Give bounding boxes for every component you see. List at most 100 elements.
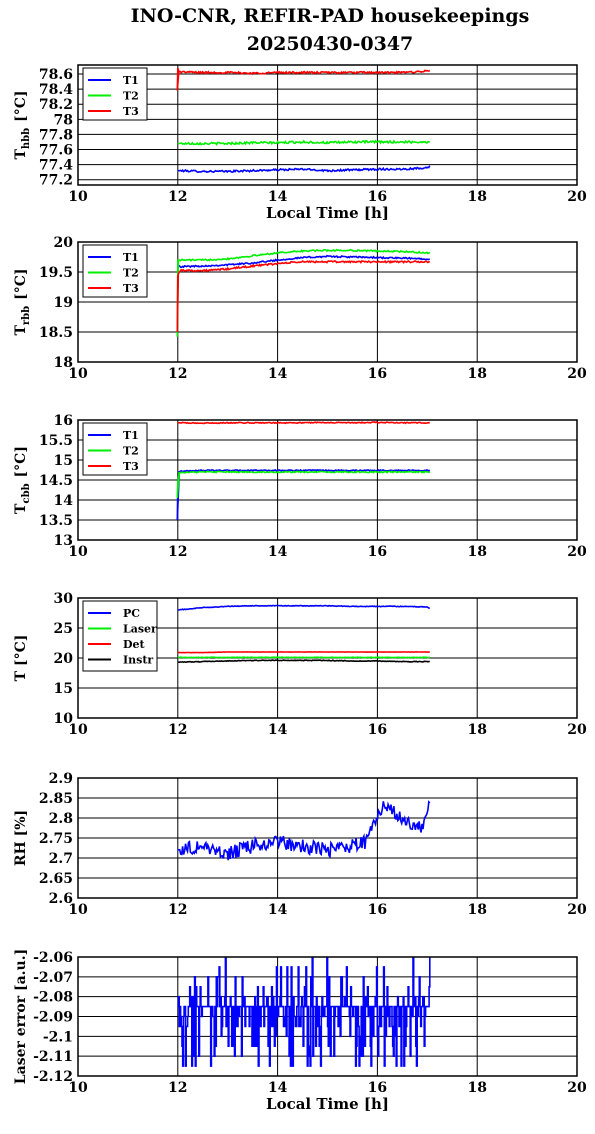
chart-panel-2: 10 12 14 16 18 20 18 18.5 19 19.5 20 T1 T2 T3 Trbb [°C] xyxy=(13,235,587,382)
y-axis-label-unit: [°C] xyxy=(13,268,29,299)
legend-label: T3 xyxy=(123,460,139,473)
series-line-det xyxy=(177,651,430,654)
legend: T1 T2 T3 xyxy=(82,422,148,476)
series-line-main xyxy=(177,800,431,861)
legend-label: Det xyxy=(123,638,146,651)
y-tick-label: 2.6 xyxy=(49,891,73,907)
y-tick-label: 2.75 xyxy=(39,831,73,847)
series-line-instr xyxy=(177,659,430,664)
y-tick-label: 2.8 xyxy=(49,811,73,827)
y-ticks: -2.12 -2.11 -2.1 -2.09 -2.08 -2.07 -2.06 xyxy=(33,950,73,1085)
y-axis-label-unit: [°C] xyxy=(13,90,29,121)
y-tick-label: 16 xyxy=(54,413,73,429)
x-axis-label: Local Time [h] xyxy=(266,204,389,222)
y-axis-label: Tcbb [°C] xyxy=(13,446,32,514)
series-line-t1 xyxy=(176,468,431,521)
y-tick-label: 18.5 xyxy=(39,325,73,341)
x-tick-label: 18 xyxy=(467,722,486,738)
x-ticks: 10 12 14 16 18 20 xyxy=(68,902,587,918)
series-line-t3 xyxy=(176,67,431,91)
x-tick-label: 18 xyxy=(467,366,486,382)
y-tick-label: 78 xyxy=(54,112,73,128)
x-tick-label: 10 xyxy=(68,366,88,382)
legend: T1 T2 T3 xyxy=(82,67,148,121)
x-tick-label: 16 xyxy=(368,189,387,205)
y-axis-label-sub: rbb xyxy=(21,306,32,325)
y-axis-label: RH [%] xyxy=(13,810,29,866)
y-tick-label: 19.5 xyxy=(39,265,73,281)
x-tick-label: 18 xyxy=(467,1080,486,1096)
legend-label: T2 xyxy=(123,267,139,280)
x-tick-label: 16 xyxy=(368,902,387,918)
x-tick-label: 14 xyxy=(268,902,288,918)
x-ticks: 10 12 14 16 18 20 xyxy=(68,366,587,382)
x-tick-label: 12 xyxy=(168,544,187,560)
y-tick-label: 13.5 xyxy=(39,513,73,529)
y-tick-label: 2.9 xyxy=(49,771,73,787)
x-tick-label: 18 xyxy=(467,902,486,918)
x-ticks: 10 12 14 16 18 20 xyxy=(68,189,587,205)
series-line-t1 xyxy=(177,165,431,174)
y-axis-label-sub: cbb xyxy=(21,483,32,503)
x-ticks: 10 12 14 16 18 20 xyxy=(68,1080,587,1096)
legend-label: T3 xyxy=(123,282,139,295)
y-tick-label: 77.4 xyxy=(39,158,73,174)
y-tick-label: 18 xyxy=(54,355,73,371)
x-ticks: 10 12 14 16 18 20 xyxy=(68,544,587,560)
chart-panel-1: 10 12 14 16 18 20 77.277.477.677.87878.278.478… xyxy=(13,64,587,222)
y-axis-label-sub: hbb xyxy=(21,128,32,149)
y-tick-label: 2.65 xyxy=(39,871,73,887)
y-tick-label: -2.12 xyxy=(33,1069,73,1085)
y-tick-label: 20 xyxy=(54,651,74,667)
x-tick-label: 16 xyxy=(368,1080,387,1096)
y-tick-label: 15 xyxy=(54,453,73,469)
legend: PC Laser Det Instr xyxy=(82,600,158,672)
x-tick-label: 10 xyxy=(68,902,88,918)
legend-label: Laser xyxy=(123,623,157,636)
y-tick-label: 78.4 xyxy=(39,82,73,98)
legend-label: T3 xyxy=(123,105,139,118)
y-tick-label: 30 xyxy=(54,591,74,607)
y-tick-label: 19 xyxy=(54,295,73,311)
y-axis-label: Trbb [°C] xyxy=(13,268,32,335)
x-tick-label: 16 xyxy=(368,722,387,738)
x-tick-label: 16 xyxy=(368,366,387,382)
legend-label: T2 xyxy=(123,90,139,103)
y-tick-label: -2.06 xyxy=(33,950,73,966)
x-tick-label: 12 xyxy=(168,1080,187,1096)
x-tick-label: 12 xyxy=(168,189,187,205)
legend-label: PC xyxy=(123,607,140,620)
y-tick-label: 14.5 xyxy=(39,473,73,489)
y-tick-label: -2.08 xyxy=(33,990,73,1006)
y-tick-label: -2.1 xyxy=(43,1029,73,1045)
y-tick-label: -2.11 xyxy=(33,1049,73,1065)
x-axis-label: Local Time [h] xyxy=(266,1095,389,1113)
y-tick-label: 77.6 xyxy=(39,143,73,159)
x-tick-label: 20 xyxy=(567,544,587,560)
x-tick-label: 14 xyxy=(268,189,288,205)
x-tick-label: 10 xyxy=(68,1080,88,1096)
series-line-t1 xyxy=(177,254,431,269)
y-tick-label: 25 xyxy=(54,621,73,637)
x-tick-label: 14 xyxy=(268,366,288,382)
x-tick-label: 10 xyxy=(68,722,88,738)
x-tick-label: 14 xyxy=(268,722,288,738)
y-ticks: 10 15 20 25 30 xyxy=(54,591,74,727)
y-ticks: 2.6 2.65 2.7 2.75 2.8 2.85 2.9 xyxy=(39,771,73,907)
y-tick-label: 2.7 xyxy=(49,851,73,867)
x-tick-label: 12 xyxy=(168,902,187,918)
chart-panel-5: 10 12 14 16 18 20 2.6 2.65 2.7 2.75 2.8 2.85 2.9 RH [… xyxy=(13,771,587,918)
legend-label: T1 xyxy=(123,74,139,87)
legend-label: T2 xyxy=(123,445,139,458)
figure-title-line1: INO-CNR, REFIR-PAD housekeepings xyxy=(131,5,530,27)
y-axis-label-main: RH [%] xyxy=(13,810,29,866)
figure-title-line2: 20250430-0347 xyxy=(247,33,414,55)
chart-panel-3: 10 12 14 16 18 20 13 13.5 14 14.5 15 15.5 16 T1 T2 T3 Tc… xyxy=(13,413,587,560)
series-line-t2 xyxy=(177,139,430,146)
chart-panel-6: 10 12 14 16 18 20 -2.12 -2.11 -2.1 -2.09 -2.08 -2.0… xyxy=(13,949,587,1113)
plot-frame xyxy=(77,597,578,719)
x-tick-label: 12 xyxy=(168,366,187,382)
x-tick-label: 20 xyxy=(567,366,587,382)
y-tick-label: 20 xyxy=(54,235,74,251)
